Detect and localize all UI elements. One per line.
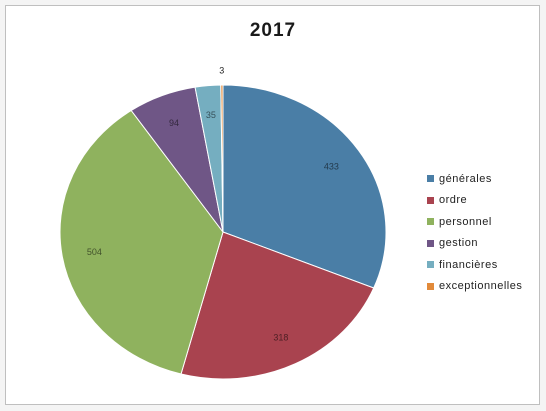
legend-label: gestion (439, 237, 478, 250)
legend-item: exceptionnelles (427, 276, 522, 298)
slice-value-label: 3 (219, 65, 224, 75)
legend-label: générales (439, 172, 492, 185)
legend-swatch (427, 175, 434, 183)
pie-slice-ordre (180, 231, 375, 380)
pie-slice-exceptionnelles (220, 84, 224, 233)
legend-swatch (427, 282, 434, 290)
legend-item: personnel (427, 211, 522, 233)
slice-value-label: 504 (87, 247, 102, 257)
chart-legend: générales ordre personnel gestion financière… (427, 168, 522, 297)
slice-value-label: 318 (273, 332, 288, 342)
legend-item: financières (427, 254, 522, 276)
legend-swatch (427, 218, 434, 226)
legend-item: ordre (427, 190, 522, 212)
pie-slice-générales (222, 84, 387, 289)
legend-swatch (427, 239, 434, 247)
pie-slice-personnel (59, 109, 224, 375)
legend-item: gestion (427, 233, 522, 255)
legend-swatch (427, 196, 434, 204)
legend-label: exceptionnelles (439, 280, 523, 293)
legend-label: financières (439, 258, 498, 271)
chart-title: 2017 (249, 20, 297, 41)
slice-value-label: 35 (206, 110, 216, 120)
slice-value-label: 94 (169, 118, 179, 128)
legend-label: ordre (439, 194, 468, 207)
legend-item: générales (427, 168, 522, 190)
slice-value-label: 433 (324, 162, 339, 172)
legend-label: personnel (439, 215, 492, 228)
legend-swatch (427, 261, 434, 269)
